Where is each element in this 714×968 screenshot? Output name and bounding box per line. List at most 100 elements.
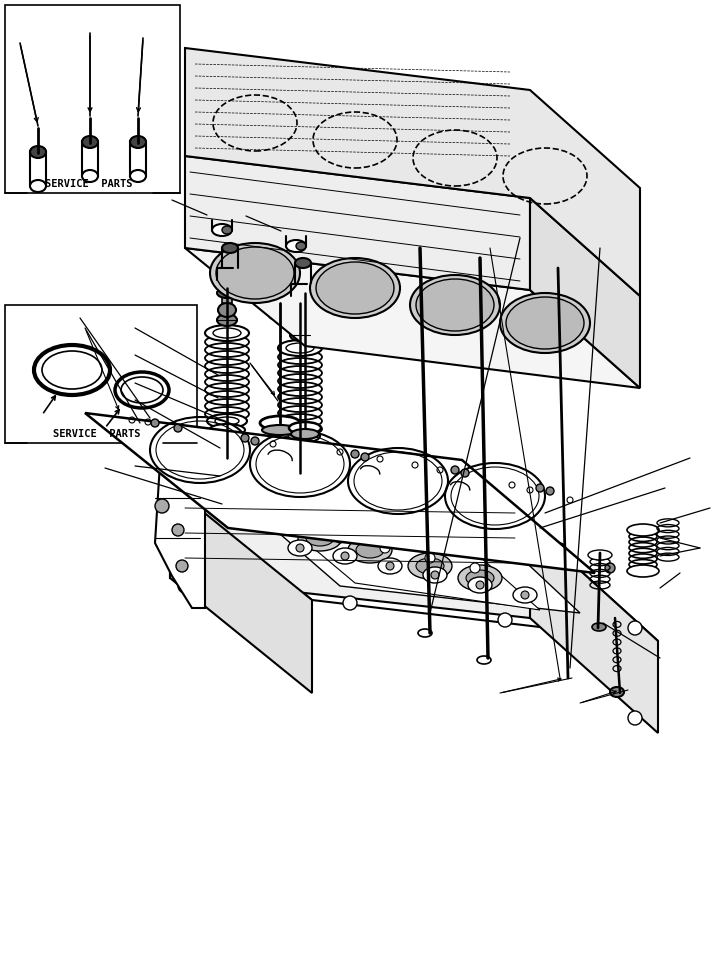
Circle shape — [380, 543, 390, 553]
Polygon shape — [530, 198, 640, 388]
Polygon shape — [170, 485, 530, 618]
Circle shape — [343, 506, 357, 520]
Circle shape — [546, 487, 554, 495]
Circle shape — [176, 560, 188, 572]
Circle shape — [290, 523, 300, 533]
Ellipse shape — [286, 450, 314, 460]
Ellipse shape — [260, 416, 300, 430]
Circle shape — [151, 419, 159, 427]
Circle shape — [555, 558, 565, 568]
Ellipse shape — [280, 429, 320, 443]
Ellipse shape — [289, 422, 321, 434]
Ellipse shape — [213, 435, 241, 445]
Ellipse shape — [477, 656, 491, 664]
Ellipse shape — [290, 303, 310, 313]
Ellipse shape — [290, 329, 310, 341]
Circle shape — [431, 571, 439, 579]
Circle shape — [498, 526, 512, 540]
Ellipse shape — [500, 293, 590, 353]
Ellipse shape — [588, 550, 612, 560]
Ellipse shape — [278, 340, 322, 356]
Bar — [5, 305, 197, 443]
Circle shape — [195, 495, 205, 505]
Bar — [82, 142, 98, 176]
Ellipse shape — [506, 297, 584, 349]
Ellipse shape — [225, 277, 233, 283]
Ellipse shape — [513, 587, 537, 603]
Ellipse shape — [130, 170, 146, 182]
Ellipse shape — [476, 255, 492, 265]
Circle shape — [555, 543, 565, 553]
Ellipse shape — [466, 570, 494, 586]
Ellipse shape — [207, 414, 247, 428]
Bar — [5, 5, 180, 193]
Ellipse shape — [30, 147, 46, 157]
Bar — [30, 152, 46, 186]
Polygon shape — [185, 248, 640, 388]
Circle shape — [155, 499, 169, 513]
Ellipse shape — [82, 170, 98, 182]
Bar — [130, 142, 146, 176]
Ellipse shape — [222, 243, 238, 253]
Ellipse shape — [306, 530, 334, 546]
Ellipse shape — [82, 137, 98, 147]
Ellipse shape — [216, 247, 294, 299]
Text: SERVICE  PARTS: SERVICE PARTS — [54, 429, 141, 439]
Ellipse shape — [268, 293, 292, 307]
Ellipse shape — [610, 687, 624, 697]
Ellipse shape — [209, 424, 245, 436]
Polygon shape — [170, 485, 312, 693]
Circle shape — [178, 489, 192, 503]
Ellipse shape — [627, 524, 659, 536]
Ellipse shape — [333, 548, 357, 564]
Polygon shape — [280, 520, 540, 610]
Ellipse shape — [217, 314, 237, 326]
Circle shape — [498, 613, 512, 627]
Circle shape — [605, 563, 615, 573]
Ellipse shape — [416, 558, 444, 574]
Ellipse shape — [282, 439, 318, 451]
Ellipse shape — [458, 565, 502, 591]
Ellipse shape — [213, 328, 241, 338]
Ellipse shape — [295, 258, 311, 268]
Ellipse shape — [212, 224, 232, 236]
Circle shape — [296, 544, 304, 552]
Ellipse shape — [310, 258, 400, 318]
Circle shape — [241, 434, 249, 442]
Circle shape — [195, 513, 205, 523]
Circle shape — [174, 424, 182, 432]
Ellipse shape — [288, 540, 312, 556]
Polygon shape — [155, 463, 205, 608]
Ellipse shape — [468, 577, 492, 593]
Circle shape — [245, 503, 255, 513]
Ellipse shape — [299, 293, 307, 299]
Polygon shape — [85, 413, 595, 573]
Polygon shape — [170, 485, 658, 641]
Ellipse shape — [210, 243, 300, 303]
Ellipse shape — [356, 542, 384, 558]
Circle shape — [521, 591, 529, 599]
Polygon shape — [530, 525, 658, 733]
Ellipse shape — [418, 629, 432, 637]
Ellipse shape — [82, 136, 98, 148]
Circle shape — [536, 484, 544, 492]
Circle shape — [341, 552, 349, 560]
Bar — [222, 289, 232, 303]
Ellipse shape — [222, 226, 232, 234]
Ellipse shape — [410, 275, 500, 335]
Ellipse shape — [592, 623, 606, 631]
Circle shape — [361, 453, 369, 461]
Ellipse shape — [291, 291, 307, 301]
Ellipse shape — [627, 565, 659, 577]
Circle shape — [343, 596, 357, 610]
Ellipse shape — [291, 429, 319, 439]
Ellipse shape — [295, 285, 315, 297]
Circle shape — [476, 581, 484, 589]
Polygon shape — [185, 156, 530, 290]
Text: SERVICE  PARTS: SERVICE PARTS — [45, 179, 132, 189]
Polygon shape — [185, 48, 640, 296]
Circle shape — [628, 621, 642, 635]
Circle shape — [425, 553, 435, 563]
Ellipse shape — [286, 343, 314, 353]
Circle shape — [451, 466, 459, 474]
